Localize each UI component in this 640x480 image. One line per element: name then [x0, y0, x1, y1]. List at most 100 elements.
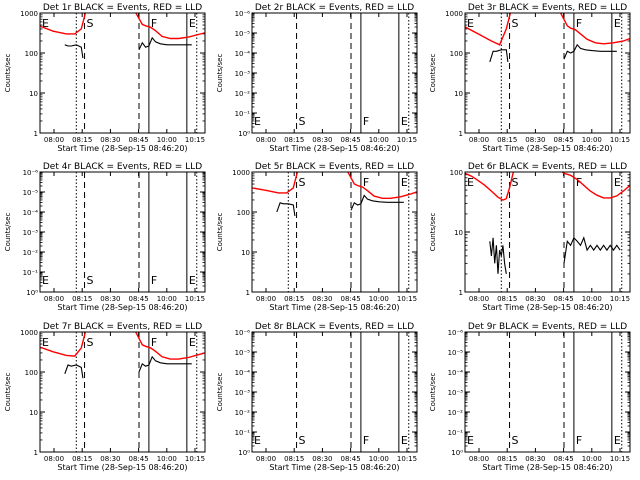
marker-label: E: [401, 176, 408, 189]
x-axis-label: Start Time (28-Sep-15 08:46:20): [57, 303, 187, 312]
panel-title: Det 8r BLACK = Events, RED = LLD: [255, 322, 414, 332]
marker-label: E: [467, 176, 474, 189]
y-tick-label: 10⁻³: [235, 389, 251, 397]
y-tick-label: 10⁻²: [448, 409, 464, 417]
x-axis-label: Start Time (28-Sep-15 08:46:20): [482, 463, 612, 472]
panel-title: Det 5r BLACK = Events, RED = LLD: [255, 162, 414, 172]
marker-label: F: [151, 274, 157, 287]
panel-det-5: Det 5r BLACK = Events, RED = LLD Counts/s…: [216, 162, 418, 312]
events-series-line: [563, 43, 617, 60]
x-tick-label: 08:30: [312, 136, 332, 144]
lld-series-line: [465, 172, 630, 201]
x-tick-label: 10:15: [610, 136, 630, 144]
y-tick-label: 1000: [445, 10, 463, 18]
events-series-line: [489, 237, 507, 274]
y-tick-label: 100: [25, 50, 38, 58]
x-tick-label: 08:30: [100, 136, 120, 144]
y-tick-label: 10⁻²: [235, 90, 251, 98]
panel-det-7: Det 7r BLACK = Events, RED = LLD Counts/s…: [4, 322, 206, 472]
plot-frame: [39, 12, 206, 134]
panel-title: Det 4r BLACK = Events, RED = LLD: [43, 162, 202, 172]
x-tick-label: 08:15: [497, 136, 517, 144]
y-axis-label: Counts/sec: [216, 54, 224, 93]
y-tick-label: 10⁻⁵: [23, 189, 39, 197]
panel-title: Det 3r BLACK = Events, RED = LLD: [468, 3, 627, 13]
y-tick-label: 10⁻⁵: [235, 349, 251, 357]
y-tick-label: 10: [454, 229, 463, 237]
x-axis-label: Start Time (28-Sep-15 08:46:20): [269, 463, 399, 472]
x-tick-label: 10:00: [157, 136, 177, 144]
panel-det-6: Det 6r BLACK = Events, RED = LLD Counts/s…: [429, 162, 631, 312]
marker-label: F: [576, 176, 582, 189]
panel-det-3: Det 3r BLACK = Events, RED = LLD Counts/s…: [429, 3, 631, 153]
events-series-line: [276, 202, 296, 216]
marker-label: S: [512, 434, 519, 447]
y-tick-label: 10⁻²: [235, 409, 251, 417]
x-tick-label: 10:15: [610, 455, 630, 463]
panel-title: Det 9r BLACK = Events, RED = LLD: [468, 322, 627, 332]
y-axis-label: Counts/sec: [216, 373, 224, 412]
y-tick-label: 100: [237, 209, 250, 217]
marker-label: E: [254, 115, 261, 128]
y-tick-label: 100: [450, 169, 463, 177]
y-axis-label: Counts/sec: [429, 213, 437, 252]
marker-label: E: [614, 17, 621, 30]
marker-label: E: [467, 434, 474, 447]
x-axis-label: Start Time (28-Sep-15 08:46:20): [482, 144, 612, 153]
panel-title: Det 6r BLACK = Events, RED = LLD: [468, 162, 627, 172]
plot-frame: [251, 171, 418, 293]
y-tick-label: 10⁻¹: [235, 429, 251, 437]
x-tick-label: 10:00: [369, 295, 389, 303]
y-tick-label: 10: [29, 409, 38, 417]
y-tick-label: 10⁰: [238, 130, 250, 138]
marker-label: S: [87, 17, 94, 30]
marker-label: F: [363, 434, 369, 447]
plot-frame: [251, 331, 418, 453]
x-tick-label: 08:15: [497, 295, 517, 303]
x-tick-label: 08:15: [72, 455, 92, 463]
y-tick-label: 100: [25, 369, 38, 377]
events-series-line: [64, 44, 84, 59]
y-tick-label: 10: [454, 90, 463, 98]
y-tick-label: 10⁻³: [23, 229, 39, 237]
x-tick-label: 10:15: [185, 455, 205, 463]
y-tick-label: 10⁻¹: [235, 110, 251, 118]
marker-label: S: [299, 176, 306, 189]
y-tick-label: 10: [29, 90, 38, 98]
x-tick-label: 08:00: [44, 455, 64, 463]
y-tick-label: 10⁻⁶: [235, 329, 251, 337]
x-tick-label: 08:45: [554, 136, 574, 144]
x-tick-label: 08:45: [554, 295, 574, 303]
y-tick-label: 1: [459, 289, 463, 297]
x-tick-label: 08:15: [497, 455, 517, 463]
y-tick-label: 10⁻⁵: [235, 30, 251, 38]
x-axis-label: Start Time (28-Sep-15 08:46:20): [269, 303, 399, 312]
x-tick-label: 08:45: [341, 295, 361, 303]
marker-label: E: [614, 176, 621, 189]
x-tick-label: 08:30: [100, 455, 120, 463]
y-tick-label: 10⁰: [238, 449, 250, 457]
y-axis-label: Counts/sec: [429, 373, 437, 412]
x-tick-label: 08:45: [129, 136, 149, 144]
x-tick-label: 10:15: [397, 455, 417, 463]
x-tick-label: 10:00: [157, 295, 177, 303]
x-tick-label: 08:45: [341, 455, 361, 463]
x-tick-label: 08:30: [312, 455, 332, 463]
x-tick-label: 08:30: [525, 295, 545, 303]
x-tick-label: 08:00: [256, 136, 276, 144]
x-tick-label: 08:45: [341, 136, 361, 144]
events-series-line: [489, 49, 509, 63]
marker-label: F: [151, 17, 157, 30]
y-tick-label: 10⁻³: [448, 389, 464, 397]
y-tick-label: 10⁻⁶: [448, 329, 464, 337]
marker-label: E: [189, 274, 196, 287]
events-series-line: [64, 364, 84, 379]
x-tick-label: 08:00: [44, 295, 64, 303]
marker-label: S: [512, 176, 519, 189]
x-tick-label: 08:15: [72, 295, 92, 303]
lld-series-line: [40, 13, 205, 40]
x-tick-label: 10:15: [185, 136, 205, 144]
marker-label: S: [299, 115, 306, 128]
